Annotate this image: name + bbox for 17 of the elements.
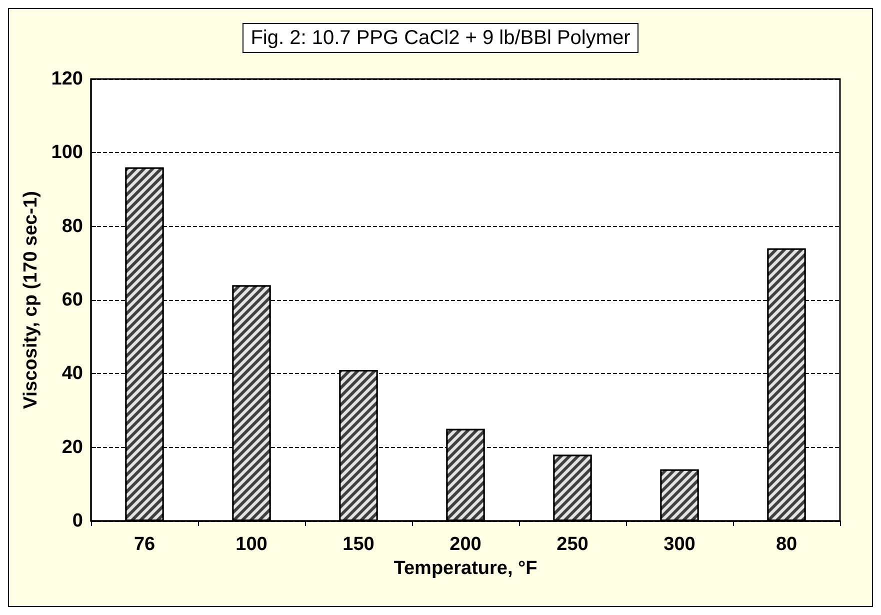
y-tick-label: 60 (62, 290, 83, 310)
x-tick-label: 100 (236, 534, 268, 555)
chart-title: Fig. 2: 10.7 PPG CaCl2 + 9 lb/BBl Polymer (250, 27, 631, 49)
x-axis-title: Temperature, °F (394, 558, 538, 579)
x-tick-label: 80 (776, 534, 798, 555)
x-tick-label: 250 (556, 534, 588, 555)
y-tick-label: 100 (51, 142, 83, 164)
y-axis-title: Viscosity, cp (170 sec-1) (20, 191, 42, 409)
y-tick-label: 0 (72, 510, 83, 532)
x-tick-label: 300 (664, 534, 696, 555)
y-tick-label: 120 (51, 68, 83, 90)
y-tick-label: 20 (62, 436, 83, 458)
x-tick-label: 150 (342, 534, 374, 555)
y-tick-label: 40 (62, 363, 83, 384)
x-tick-label: 76 (134, 534, 156, 555)
y-tick-label: 80 (62, 216, 83, 237)
x-tick-label: 200 (450, 534, 482, 555)
